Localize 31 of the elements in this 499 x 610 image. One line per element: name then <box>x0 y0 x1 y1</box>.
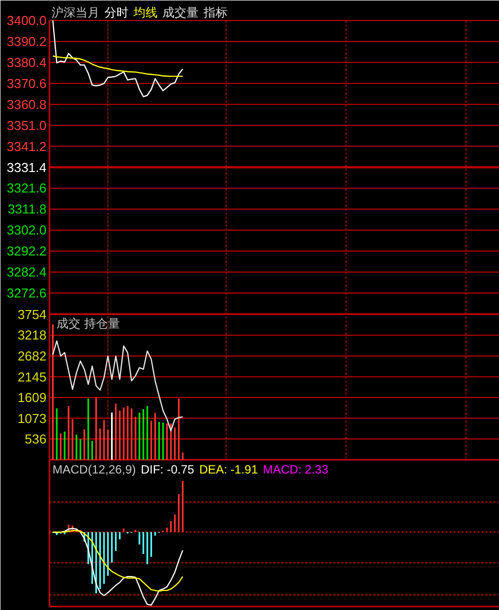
y-tick-label: 1073 <box>18 410 46 426</box>
y-tick-label: 3754 <box>18 307 46 322</box>
y-tick-label: 3341.2 <box>6 138 47 154</box>
y-tick-label: 3302.0 <box>6 222 47 238</box>
y-tick-label: 536 <box>24 432 47 447</box>
y-tick-label: 3351.0 <box>6 118 47 133</box>
y-tick-label: 3321.6 <box>6 180 47 196</box>
y-tick-label: 3282.4 <box>6 264 47 280</box>
y-tick-label: 3370.6 <box>6 76 47 91</box>
text: MACD: 2.33 <box>262 462 329 476</box>
y-tick-label: 2145 <box>18 369 46 384</box>
text: 成交量 <box>162 6 198 20</box>
y-tick-label: 3400.0 <box>6 13 47 28</box>
y-tick-label: 3292.2 <box>6 244 47 259</box>
y-tick-label: 3331.4 <box>6 160 47 175</box>
y-tick-label: 3380.4 <box>6 54 47 70</box>
y-tick-label: 3360.8 <box>6 96 47 112</box>
text: DEA: -1.91 <box>199 462 258 476</box>
y-tick-label: 3390.2 <box>6 34 47 49</box>
text: DIF: -0.75 <box>140 462 195 476</box>
text: 指标 <box>202 6 228 20</box>
y-tick-label: 3218 <box>18 328 46 343</box>
chart-title: 沪深当月 <box>52 6 100 20</box>
text: 均线 <box>132 6 158 20</box>
y-tick-label: 2682 <box>18 348 46 364</box>
y-tick-label: 3311.8 <box>8 202 46 217</box>
chart-title: 成交 持仓量 <box>56 316 120 330</box>
text: 分时 <box>104 6 128 20</box>
y-tick-label: 3272.6 <box>6 286 47 301</box>
chart-title: MACD(12,26,9) <box>52 462 136 476</box>
y-tick-label: 1609 <box>18 390 46 406</box>
